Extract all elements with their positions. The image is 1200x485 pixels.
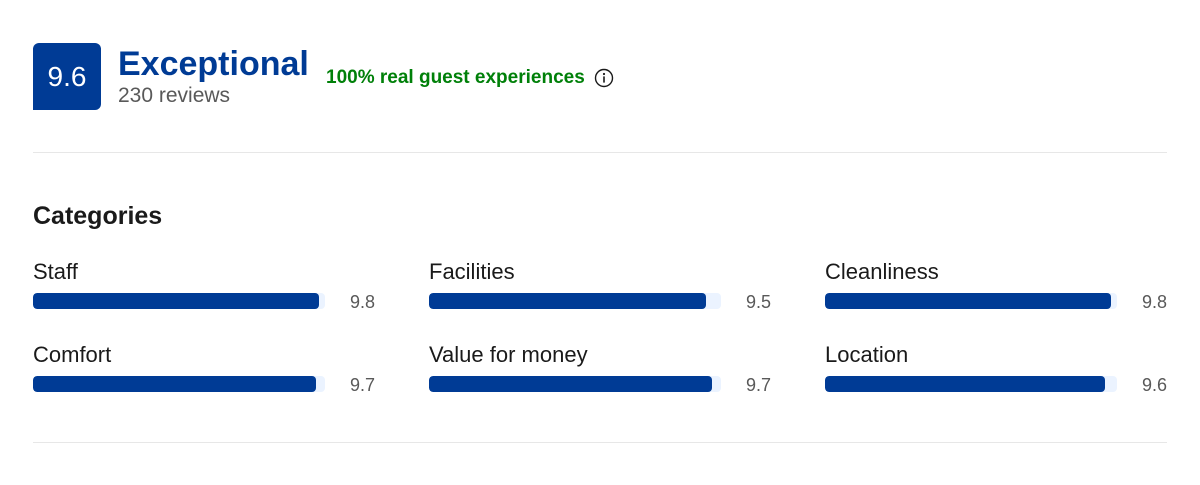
real-guest-notice: 100% real guest experiences [326,66,614,90]
category-value-for-money: Value for money 9.7 [429,342,771,402]
category-facilities: Facilities 9.5 [429,259,771,319]
category-staff: Staff 9.8 [33,259,375,319]
category-bar-fill [33,376,317,392]
category-score: 9.7 [349,375,375,395]
category-comfort: Comfort 9.7 [33,342,375,402]
category-bar-fill [429,293,707,309]
category-label: Value for money [429,342,588,367]
category-bar-track [33,376,325,392]
category-score: 9.6 [1141,375,1167,395]
category-label: Cleanliness [825,259,939,284]
real-guest-text: 100% real guest experiences [326,67,585,88]
category-bar-track [429,293,721,309]
category-bar-track [825,376,1117,392]
category-bar-track [429,376,721,392]
review-score-value: 9.6 [47,60,87,92]
category-location: Location 9.6 [825,342,1167,402]
category-cleanliness: Cleanliness 9.8 [825,259,1167,319]
category-score: 9.5 [745,292,771,312]
category-bar-fill [429,376,713,392]
category-bar-fill [825,376,1106,392]
rating-word: Exceptional [118,45,309,83]
info-circle-icon[interactable] [594,68,614,88]
category-label: Facilities [429,259,515,284]
category-score: 9.7 [745,375,771,395]
review-score-badge: 9.6 [33,43,101,110]
category-bar-fill [825,293,1112,309]
category-label: Staff [33,259,78,284]
categories-heading: Categories [33,202,163,230]
divider [33,442,1167,443]
divider [33,152,1167,153]
category-bar-fill [33,293,320,309]
review-count[interactable]: 230 reviews [118,84,231,107]
category-label: Location [825,342,909,367]
category-bar-track [33,293,325,309]
category-score: 9.8 [349,292,375,312]
category-bar-track [825,293,1117,309]
category-label: Comfort [33,342,112,367]
category-score: 9.8 [1141,292,1167,312]
